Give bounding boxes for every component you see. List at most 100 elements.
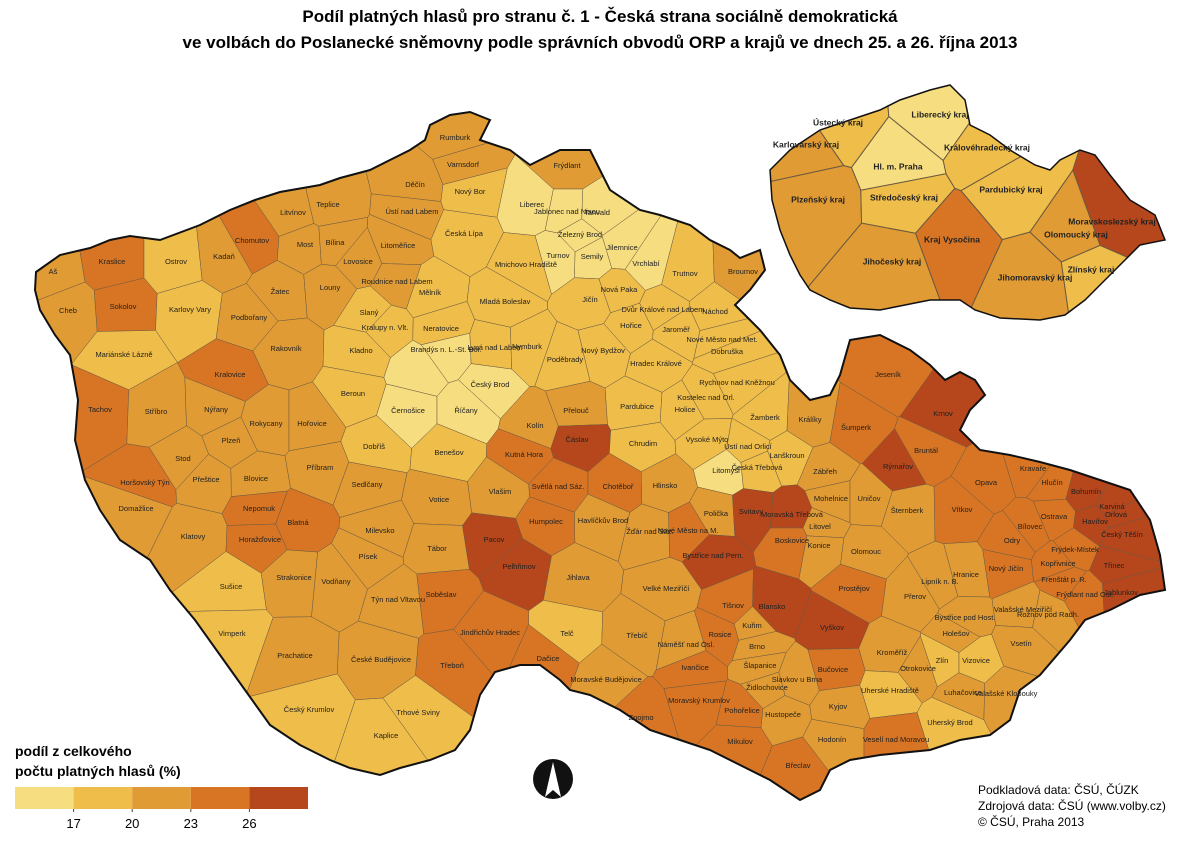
region-label: Rychnov nad Kněžnou — [699, 378, 774, 387]
legend-tick-label: 17 — [66, 816, 80, 831]
region-label: Frýdek-Místek — [1051, 545, 1099, 554]
region-label: Přeštice — [192, 475, 219, 484]
region-label: Blovice — [244, 474, 268, 483]
region-label: Šumperk — [841, 423, 871, 432]
legend-tick-label: 20 — [125, 816, 139, 831]
region-label: Lysá nad Labem — [467, 343, 522, 352]
region-label: Tachov — [88, 405, 112, 414]
region-label: Soběslav — [426, 590, 457, 599]
region-label: Brno — [749, 642, 765, 651]
region-label: Karlovarský kraj — [773, 139, 839, 149]
region-label: Semily — [581, 252, 604, 261]
region-label: Hustopeče — [765, 710, 801, 719]
region-label: Opava — [975, 478, 998, 487]
region-label: Hodonín — [818, 735, 846, 744]
region-label: Kutná Hora — [505, 450, 544, 459]
region-label: Valašské Meziříčí — [994, 605, 1053, 614]
region-label: Podbořany — [231, 313, 268, 322]
region-label: Jihočeský kraj — [863, 256, 922, 266]
region-label: Bílina — [326, 238, 346, 247]
region-label: Žďár nad Sáz. — [626, 527, 674, 536]
region-label: Nový Bydžov — [581, 346, 625, 355]
region-label: Jaroměř — [662, 325, 690, 334]
region-label: Hranice — [953, 570, 979, 579]
region-label: Aš — [49, 267, 58, 276]
region-label: Moravskoslezský kraj — [1068, 216, 1155, 226]
region-label: Vysoké Mýto — [686, 435, 729, 444]
region-label: Lipník n. B. — [921, 577, 959, 586]
region-label: Kravaře — [1020, 464, 1046, 473]
region-label: Horažďovice — [239, 535, 281, 544]
region-label: Český Těšín — [1101, 530, 1143, 539]
region-label: Broumov — [728, 267, 758, 276]
region-label: Přelouč — [563, 406, 589, 415]
region-label: Hlinsko — [653, 481, 678, 490]
region-label: Uničov — [858, 494, 881, 503]
region-label: Písek — [359, 552, 378, 561]
region-label: Bučovice — [818, 665, 848, 674]
region — [514, 112, 713, 190]
region-label: Tišnov — [722, 601, 744, 610]
region-label: Olomouc — [851, 547, 881, 556]
region-label: Stod — [175, 454, 190, 463]
region-label: Trhové Sviny — [396, 708, 440, 717]
region-label: Holešov — [942, 629, 969, 638]
region-label: Pardubice — [620, 402, 654, 411]
region-label: Luhačovice — [944, 688, 982, 697]
region-label: Jablonec nad Nisou — [534, 207, 600, 216]
region-label: Svitavy — [739, 507, 763, 516]
region-label: Rakovník — [270, 344, 302, 353]
region-label: Tábor — [427, 544, 447, 553]
region-label: Kladno — [349, 346, 372, 355]
region-label: Trutnov — [672, 269, 697, 278]
region-label: Jihlava — [566, 573, 590, 582]
region-label: Veselí nad Moravou — [863, 735, 929, 744]
source: Zdrojová data: ČSÚ (www.volby.cz) — [978, 798, 1166, 813]
region-label: Znojmo — [628, 713, 653, 722]
region-label: Havířov — [1082, 517, 1108, 526]
region-label: Kolín — [526, 421, 543, 430]
region-label: Moravské Budějovice — [570, 675, 641, 684]
region-label: Ivančice — [681, 663, 709, 672]
region-label: Přerov — [904, 592, 926, 601]
region-label: Říčany — [454, 406, 478, 415]
region-label: Strakonice — [276, 573, 311, 582]
region-label: Prachatice — [277, 651, 312, 660]
region-label: Neratovice — [423, 324, 459, 333]
region-label: Liberecký kraj — [911, 109, 968, 119]
region-label: Otrokovice — [900, 664, 936, 673]
region-label: Světlá nad Sáz. — [532, 482, 585, 491]
region-label: Pohořelice — [724, 706, 759, 715]
region-label: Rokycany — [250, 419, 283, 428]
region-label: Rosice — [709, 630, 732, 639]
region-label: Chotěboř — [603, 482, 634, 491]
region-label: Frýdlant nad Ost. — [1056, 590, 1114, 599]
region-label: Nové Město na M. — [658, 526, 719, 535]
region-label: Chomutov — [235, 236, 269, 245]
region-label: Blansko — [759, 602, 786, 611]
region-label: Valašské Klobouky — [975, 689, 1038, 698]
north-arrow — [533, 759, 573, 799]
legend: 17 20 23 26 — [15, 787, 308, 831]
region-label: Dobruška — [711, 347, 744, 356]
region-label: Židlochovice — [746, 683, 788, 692]
region-label: Bohumín — [1071, 487, 1101, 496]
region-label: Plzeňský kraj — [791, 194, 845, 204]
region-label: Kopřivnice — [1040, 559, 1075, 568]
region-label: Brandýs n. L.-St. Bol. — [411, 345, 482, 354]
region-label: Jablunkov — [1104, 588, 1138, 597]
region-label: Nový Jičín — [989, 564, 1024, 573]
legend-swatch — [190, 787, 250, 809]
region-label: Vodňany — [321, 577, 350, 586]
region-label: Velké Meziříčí — [643, 584, 691, 593]
region-label: Kadaň — [213, 252, 235, 261]
region-label: Bystřice pod Host. — [935, 613, 996, 622]
legend-swatch — [73, 787, 133, 809]
region-label: Olomoucký kraj — [1044, 229, 1108, 239]
region-label: Pelhřimov — [502, 562, 536, 571]
region-label: Hl. m. Praha — [873, 161, 922, 171]
region-label: Pardubický kraj — [979, 184, 1042, 194]
region-label: Šlapanice — [744, 661, 777, 670]
region-label: Kyjov — [829, 702, 848, 711]
region-label: Roudnice nad Labem — [361, 277, 432, 286]
